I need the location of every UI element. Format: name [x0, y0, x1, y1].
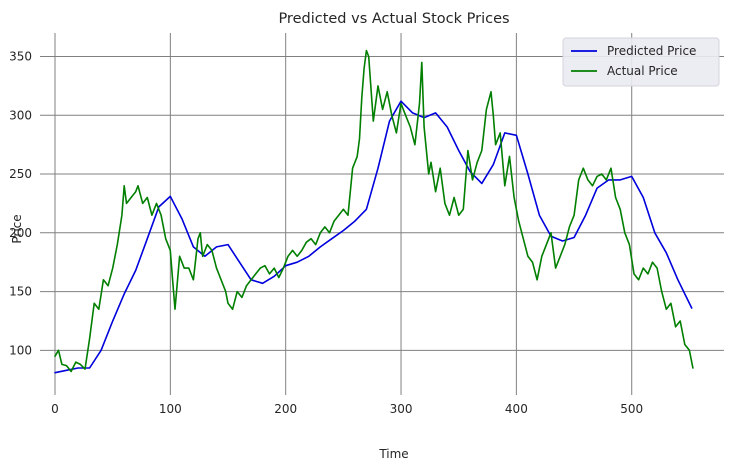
gridlines: [40, 33, 724, 395]
x-axis-label: Time: [378, 447, 408, 461]
legend-box: [562, 37, 720, 87]
series-line-1: [54, 49, 694, 373]
y-tick-label-0: 100: [9, 343, 32, 357]
x-tick-label-4: 400: [505, 402, 528, 416]
x-tick-label-2: 200: [274, 402, 297, 416]
y-tick-labels: 100 150 200 250 300 350: [9, 50, 32, 358]
y-axis-label: Price: [10, 214, 24, 243]
legend: Predicted Price Actual Price: [562, 37, 720, 87]
y-tick-label-3: 250: [9, 167, 32, 181]
y-tick-label-2: 200: [9, 226, 32, 240]
y-tick-label-4: 300: [9, 108, 32, 122]
x-tick-label-1: 100: [159, 402, 182, 416]
x-tick-labels: 0 100 200 300 400 500: [51, 402, 643, 416]
legend-label-1: Actual Price: [607, 64, 678, 78]
y-tick-label-5: 350: [9, 50, 32, 64]
series-line-0: [54, 100, 693, 374]
x-tick-label-5: 500: [620, 402, 643, 416]
x-tick-label-0: 0: [51, 402, 59, 416]
y-tick-label-1: 150: [9, 285, 32, 299]
chart-title: Predicted vs Actual Stock Prices: [278, 11, 509, 27]
series-layer: [54, 49, 694, 374]
x-tick-label-3: 300: [390, 402, 413, 416]
legend-label-0: Predicted Price: [607, 44, 696, 58]
